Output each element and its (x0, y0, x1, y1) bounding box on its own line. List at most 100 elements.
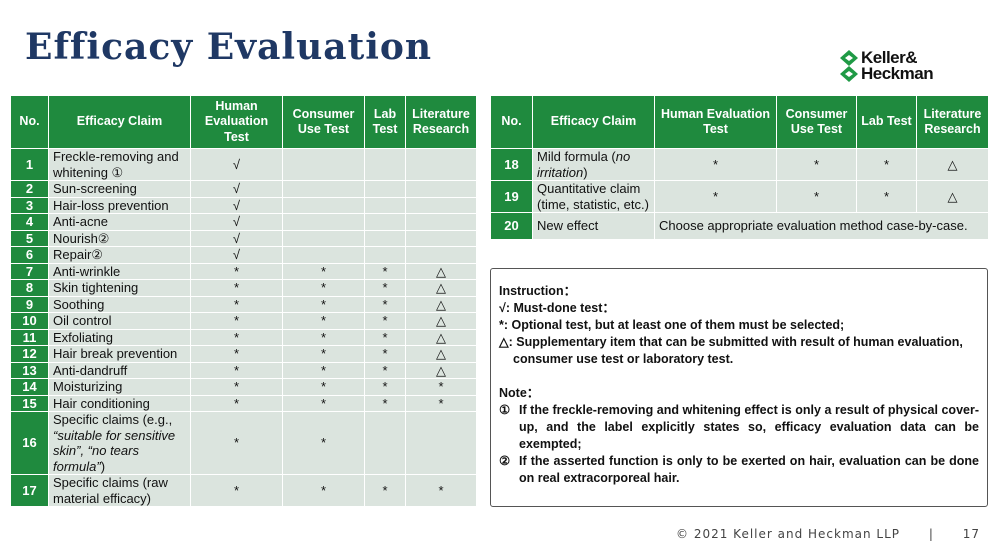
claim-text: “suitable for sensitive skin”, “no tears… (53, 427, 176, 474)
header-cell: Consumer Use Test (776, 95, 857, 149)
claim-cell: Skin tightening (48, 279, 191, 297)
claim-cell: Sun-screening (48, 180, 191, 198)
requirement-cell: √ (190, 148, 283, 181)
row-number: 7 (10, 262, 49, 280)
row: 5 Nourish② √ (10, 229, 477, 247)
requirement-cell: √ (190, 196, 283, 214)
requirement-cell: * (190, 394, 283, 412)
requirement-cell: * (364, 394, 406, 412)
header-cell: Lab Test (364, 95, 406, 149)
claim-text: Anti-wrinkle (53, 263, 121, 279)
requirement-cell: * (282, 361, 365, 379)
requirement-cell: * (190, 328, 283, 346)
requirement-cell: * (654, 180, 777, 213)
row: 18 Mild formula (no irritation) * * * △ (490, 148, 989, 181)
row: 2 Sun-screening √ (10, 180, 477, 198)
claim-cell: Anti-dandruff (48, 361, 191, 379)
requirement-cell: △ (405, 295, 477, 313)
requirement-cell: △ (405, 361, 477, 379)
requirement-cell: * (190, 474, 283, 507)
header-cell: Lab Test (856, 95, 917, 149)
requirement-cell: * (190, 312, 283, 330)
merged-cell: Choose appropriate evaluation method cas… (654, 212, 989, 240)
requirement-cell: * (405, 394, 477, 412)
requirement-cell: * (282, 279, 365, 297)
header-cell: Human Evaluation Test (190, 95, 283, 149)
requirement-cell: * (190, 361, 283, 379)
claim-text: Quantitative claim (time, statistic, etc… (537, 181, 649, 212)
requirement-cell: * (190, 295, 283, 313)
row: 12 Hair break prevention * * * △ (10, 345, 477, 363)
empty-cell (364, 229, 406, 247)
row-number: 19 (490, 180, 533, 213)
empty-cell (405, 196, 477, 214)
row-number: 18 (490, 148, 533, 181)
header-row: No. Efficacy Claim Human Evaluation Test Co… (10, 95, 477, 149)
row: 7 Anti-wrinkle * * * △ (10, 262, 477, 280)
requirement-cell: △ (916, 180, 989, 213)
requirement-cell: * (282, 262, 365, 280)
requirement-cell: * (190, 411, 283, 475)
row: 15 Hair conditioning * * * * (10, 394, 477, 412)
claim-text: Sun-screening (53, 181, 137, 196)
empty-cell (364, 246, 406, 264)
requirement-cell: * (364, 378, 406, 396)
claim-text: Anti-dandruff (53, 362, 128, 378)
claim-cell: Hair conditioning (48, 394, 191, 412)
requirement-cell: △ (916, 148, 989, 181)
row: 16 Specific claims (e.g., “suitable for s… (10, 411, 477, 475)
claim-cell: Exfoliating (48, 328, 191, 346)
row: 11 Exfoliating * * * △ (10, 328, 477, 346)
row-number: 8 (10, 279, 49, 297)
instruction-item: √: Must-done test： (499, 301, 615, 315)
empty-cell (364, 148, 406, 181)
requirement-cell: * (405, 474, 477, 507)
claim-text: Exfoliating (53, 329, 113, 345)
requirement-cell: * (856, 180, 917, 213)
row-number: 10 (10, 312, 49, 330)
empty-cell (364, 411, 406, 475)
instruction-item: *: Optional test, but at least one of th… (499, 318, 845, 332)
claim-cell: Hair-loss prevention (48, 196, 191, 214)
claim-cell: Repair② (48, 246, 191, 264)
claim-text: no irritation (537, 149, 631, 180)
logo-line: Heckman (861, 64, 934, 83)
claim-cell: Specific claims (raw material efficacy) (48, 474, 191, 507)
left-table: No. Efficacy Claim Human Evaluation Test Co… (10, 95, 477, 507)
empty-cell (364, 196, 406, 214)
claim-cell: Mild formula (no irritation) (532, 148, 655, 181)
title: Efficacy Evaluation (25, 26, 433, 68)
empty-cell (405, 229, 477, 247)
row: 1 Freckle-removing and whitening ① √ (10, 148, 477, 181)
header-cell: No. (490, 95, 533, 149)
requirement-cell: * (405, 378, 477, 396)
claim-cell: Anti-wrinkle (48, 262, 191, 280)
header-cell: Efficacy Claim (48, 95, 191, 149)
claim-text: Oil control (53, 313, 112, 328)
claim-text: Specific claims (raw material efficacy) (53, 475, 168, 506)
row-number: 11 (10, 328, 49, 346)
row-number: 9 (10, 295, 49, 313)
logo-line: Keller& (861, 48, 918, 67)
claim-cell: Nourish② (48, 229, 191, 247)
requirement-cell: √ (190, 246, 283, 264)
claim-text: Nourish② (53, 230, 110, 246)
row: 4 Anti-acne √ (10, 213, 477, 231)
requirement-cell: * (282, 394, 365, 412)
note: ② If the asserted function is only to be … (499, 453, 979, 487)
requirement-cell: △ (405, 279, 477, 297)
row-number: 15 (10, 394, 49, 412)
claim-text: Mild formula ( (537, 149, 616, 164)
note-marker: ② (499, 454, 511, 468)
header-cell: Human Evaluation Test (654, 95, 777, 149)
empty-cell (364, 180, 406, 198)
logo: Keller& Heckman (840, 48, 934, 83)
claim-text: Repair② (53, 247, 103, 262)
claim-text: Hair break prevention (53, 346, 178, 361)
row-number: 2 (10, 180, 49, 198)
footer: © 2021 Keller and Heckman LLP | 17 (676, 527, 980, 541)
header-cell: Literature Research (916, 95, 989, 149)
requirement-cell: * (282, 312, 365, 330)
row: 8 Skin tightening * * * △ (10, 279, 477, 297)
